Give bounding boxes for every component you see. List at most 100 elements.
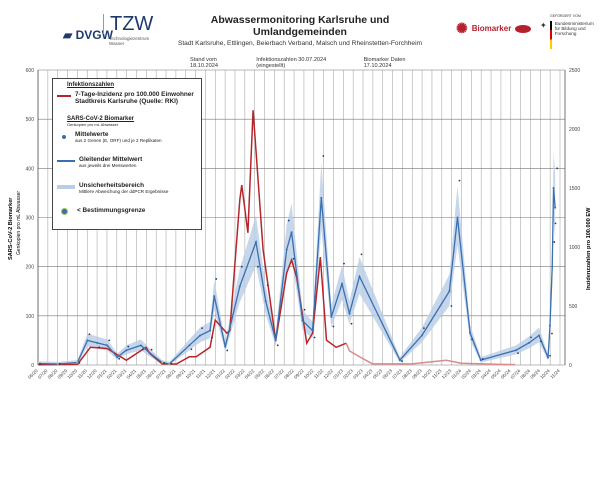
x-tick-label: 09/23 [411, 368, 423, 380]
mean-value-point [448, 290, 451, 293]
mean-value-point [141, 348, 144, 351]
x-tick-label: 12/21 [204, 368, 216, 380]
mean-value-point [106, 344, 109, 347]
tzw-subtitle: Technologiezentrum Wasser [109, 36, 150, 46]
mean-value-point [398, 359, 401, 362]
x-tick-label: 07/23 [391, 368, 403, 380]
mean-value-point [469, 332, 472, 335]
band-icon [57, 185, 75, 189]
mean-value-point [188, 344, 191, 347]
x-tick-label: 10/21 [185, 368, 197, 380]
mean-value-point [215, 278, 218, 280]
mean-value-point [527, 341, 530, 344]
mean-value-point [332, 325, 335, 328]
x-tick-label: 06/23 [382, 368, 394, 380]
x-tick-label: 07/24 [510, 368, 522, 380]
mean-value-point [450, 305, 453, 307]
mean-value-point [330, 315, 333, 318]
mean-value-point [125, 349, 128, 352]
lod-marker-icon [61, 208, 68, 215]
lod-marker [76, 361, 79, 364]
mean-value-point [254, 241, 257, 244]
mean-value-point [458, 179, 461, 182]
x-tick-label: 11/24 [549, 368, 561, 380]
y-left-tick-label: 0 [31, 363, 34, 369]
x-tick-label: 01/21 [96, 368, 108, 380]
mean-value-point [313, 336, 316, 339]
y-left-tick-label: 300 [26, 216, 35, 222]
x-tick-label: 09/24 [529, 368, 541, 380]
mean-value-point [401, 360, 403, 362]
y-left-tick-label: 600 [26, 68, 35, 74]
x-tick-label: 07/21 [155, 368, 167, 380]
page-subtitle: Stadt Karlsruhe, Ettlingen, Beierbach Ve… [177, 40, 423, 47]
red-line-icon [57, 95, 71, 97]
mean-value-point [556, 167, 559, 170]
x-tick-label: 06/20 [27, 368, 39, 380]
legend-ma-sub: aus jeweils drei Messwerten [79, 163, 137, 168]
mean-value-point [274, 339, 277, 342]
mean-value-point [548, 324, 551, 327]
mean-value-point [301, 319, 304, 322]
x-tick-label: 06/21 [145, 368, 157, 380]
x-tick-label: 04/21 [126, 368, 138, 380]
legend-red: 7-Tage-Inzidenz pro 100.000 Einwohner [75, 91, 194, 98]
mean-value-point [547, 356, 550, 359]
page-title: Abwassermonitoring Karlsruhe und Umlandg… [210, 14, 390, 38]
mean-value-point [420, 334, 423, 337]
mean-value-point [224, 345, 227, 348]
legend-lod: < Bestimmungsgrenze [77, 207, 146, 214]
tzw-logo: TZW [103, 14, 153, 34]
y-right-tick-label: 1000 [569, 245, 580, 251]
y-right-tick-label: 2500 [569, 68, 580, 74]
mean-value-point [360, 253, 363, 256]
x-tick-label: 03/22 [234, 368, 246, 380]
mean-value-point [287, 219, 290, 222]
mean-value-point [150, 348, 153, 351]
x-tick-label: 07/22 [273, 368, 285, 380]
x-tick-label: 03/21 [116, 368, 128, 380]
y-right-tick-label: 0 [569, 363, 572, 369]
mean-value-point [58, 362, 61, 365]
x-tick-label: 09/22 [293, 368, 305, 380]
mean-value-point [88, 333, 91, 336]
x-tick-label: 05/21 [135, 368, 147, 380]
legend-biomarker-sub: Genkopien pro mL Abwasser [67, 122, 119, 127]
mean-value-point [540, 340, 542, 343]
x-tick-label: 05/23 [372, 368, 384, 380]
x-tick-label: 09/21 [175, 368, 187, 380]
legend-mean-sub: aus 2 Genen (E, ORF) und je 2 Replikaten [75, 138, 162, 143]
mean-value-point [238, 285, 241, 288]
x-tick-label: 08/20 [47, 368, 59, 380]
virus-icon: ✺ [456, 20, 468, 36]
uncertainty-band [38, 150, 556, 365]
mean-value-point [358, 275, 361, 278]
moving-average-line [37, 187, 556, 365]
lod-marker [37, 362, 39, 365]
mean-value-point [341, 282, 344, 285]
legend: Infektionszahlen 7-Tage-Inzidenz pro 100… [52, 78, 202, 230]
legend-heading-infection: Infektionszahlen [67, 82, 115, 88]
mean-value-point [303, 308, 306, 311]
lod-marker [56, 363, 59, 366]
x-tick-label: 10/20 [66, 368, 78, 380]
x-tick-label: 08/22 [283, 368, 295, 380]
mean-value-point [292, 257, 295, 260]
mean-value-point [199, 334, 202, 337]
x-tick-label: 10/24 [539, 368, 551, 380]
x-tick-label: 09/20 [57, 368, 69, 380]
x-tick-label: 02/24 [460, 368, 472, 380]
y-left-tick-label: 200 [26, 265, 35, 271]
incidence-line-faded [345, 342, 516, 366]
mean-value-point [139, 344, 142, 347]
y-right-tick-label: 2000 [569, 127, 580, 133]
bmbf-logo: GEFÖRDERT VOM ✦ Bundesministerium für Bild… [540, 14, 594, 49]
mean-value-point [78, 362, 81, 364]
mean-value-point [96, 341, 99, 344]
mean-value-point [554, 222, 557, 225]
stand-date: Stand vom 18.10.2024 [190, 57, 218, 69]
mean-value-point [348, 312, 351, 315]
mean-value-point [118, 357, 121, 360]
lod-marker [161, 361, 164, 364]
legend-uncertainty: Unsicherheitsbereich [79, 182, 144, 189]
